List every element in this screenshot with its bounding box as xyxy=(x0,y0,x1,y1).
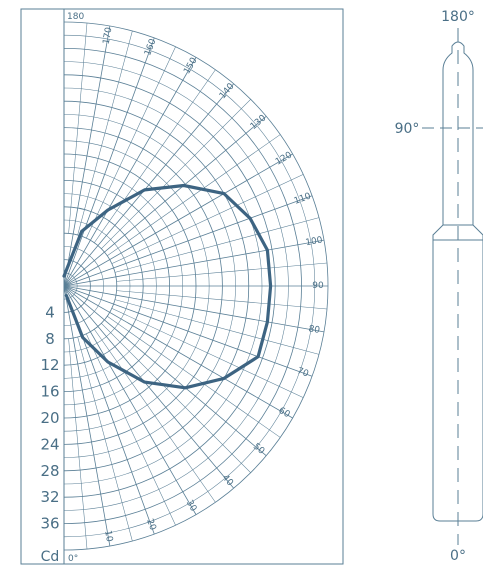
radial-line xyxy=(86,333,176,526)
radial-line xyxy=(94,329,216,503)
radial-tick-label: 4 xyxy=(45,303,55,321)
radial-tick-label: 32 xyxy=(40,488,59,506)
radial-line xyxy=(68,338,88,550)
radial-line xyxy=(63,285,235,489)
angle-tick-label: 70 xyxy=(296,366,310,379)
radial-line xyxy=(63,285,293,419)
angle-tick-label: 150 xyxy=(182,56,199,76)
angle-tick-label: 120 xyxy=(274,150,294,167)
angle-tick-label: 170 xyxy=(102,26,115,45)
radial-tick-label: 12 xyxy=(40,356,59,374)
radial-line xyxy=(68,22,88,234)
radial-line xyxy=(114,217,320,273)
radial-line xyxy=(63,285,267,457)
radial-line xyxy=(63,25,111,287)
series-layer xyxy=(62,183,273,390)
radial-line xyxy=(63,239,325,287)
angle-tick-label: 110 xyxy=(293,191,313,206)
angle-tick-label: 160 xyxy=(143,37,158,57)
radial-line xyxy=(116,290,328,310)
angle-tick-label: 80 xyxy=(308,324,321,336)
radial-line xyxy=(101,323,251,473)
radial-line xyxy=(116,262,328,282)
radial-line xyxy=(63,285,197,515)
angle-tick-label: 40 xyxy=(220,473,235,488)
radial-tick-label: 36 xyxy=(40,515,59,533)
radial-line xyxy=(63,57,197,287)
radial-tick-label: 20 xyxy=(40,409,59,427)
radial-line xyxy=(63,153,293,287)
radial-line xyxy=(111,174,304,264)
radial-line xyxy=(77,30,133,236)
radial-line xyxy=(77,336,133,542)
lamp-diagram: 180° 90° 0° xyxy=(395,9,483,564)
lamp-label-top: 180° xyxy=(441,9,475,25)
lamp-label-bottom: 0° xyxy=(450,548,466,564)
angle-tick-label: 100 xyxy=(305,235,324,248)
radial-line xyxy=(63,115,267,287)
radial-tick-label: 16 xyxy=(40,383,59,401)
angle-tick-label: 0° xyxy=(68,554,78,564)
radial-line xyxy=(63,285,111,547)
radial-tick-label: 28 xyxy=(40,462,59,480)
angle-tick-label: 60 xyxy=(277,406,292,421)
radial-line xyxy=(63,37,155,287)
radial-line xyxy=(111,308,304,398)
radial-line xyxy=(107,316,281,438)
angle-tick-label: 20 xyxy=(144,518,157,532)
polar-grid xyxy=(20,8,344,565)
radial-line xyxy=(63,195,313,287)
radial-line xyxy=(86,46,176,239)
angle-tick-label: 90 xyxy=(312,281,324,291)
radial-line xyxy=(63,83,235,287)
chart-frame xyxy=(20,8,344,565)
angle-tick-label: 10 xyxy=(102,530,114,543)
lamp-label-side: 90° xyxy=(395,121,420,137)
radial-tick-label: 24 xyxy=(40,435,59,453)
radial-line xyxy=(63,285,313,377)
radial-line xyxy=(101,99,251,249)
radial-line xyxy=(107,134,281,256)
angle-tick-label: 50 xyxy=(251,442,266,457)
radial-line xyxy=(63,285,325,333)
angle-tick-label: 180 xyxy=(67,12,84,22)
radial-tick-label: 8 xyxy=(45,330,55,348)
intensity-curve xyxy=(62,183,273,390)
unit-label: Cd xyxy=(41,549,60,565)
lamp-neck xyxy=(442,41,474,225)
angle-tick-label: 30 xyxy=(184,499,199,514)
radial-line xyxy=(94,69,216,243)
radial-line xyxy=(114,299,320,355)
